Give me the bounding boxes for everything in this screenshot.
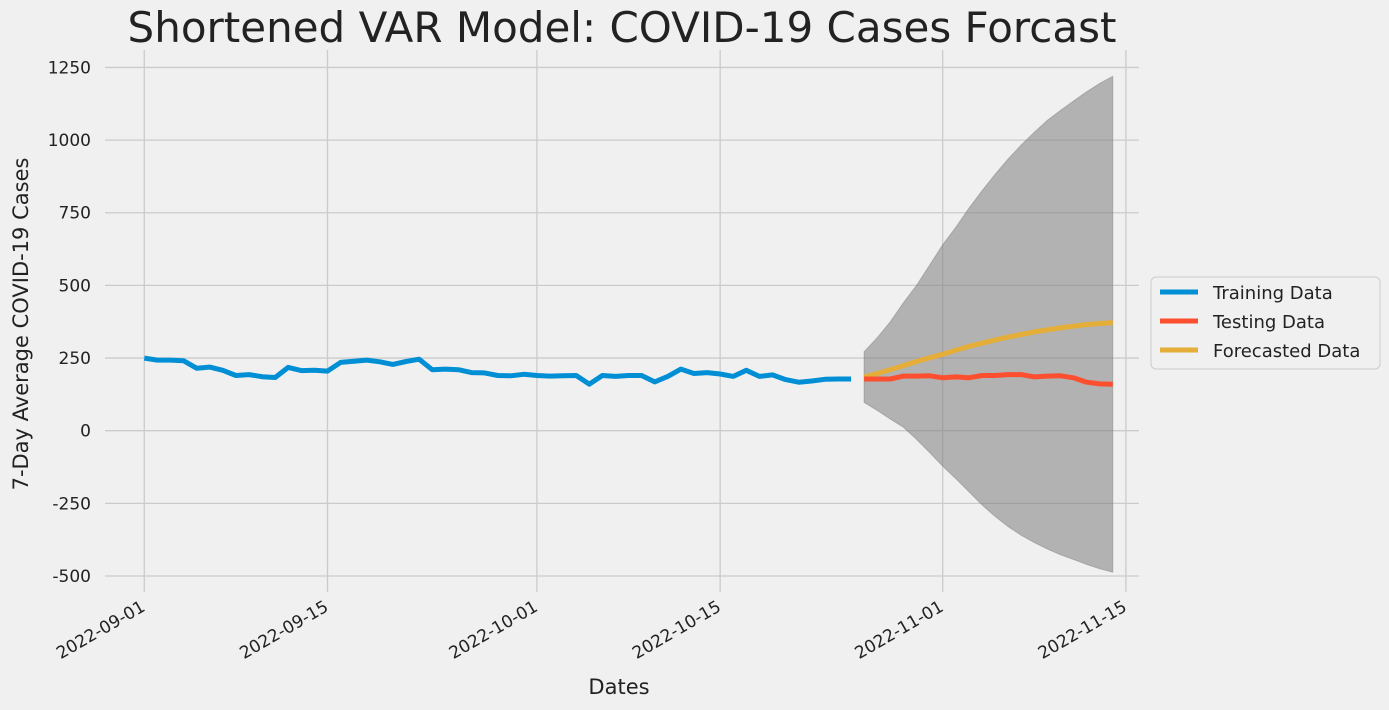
forecasted-data-line (863, 320, 1113, 380)
confidence-band (863, 75, 1114, 573)
x-tick-label-3: 2022-10-15 (629, 597, 725, 664)
x-tick-label-4: 2022-11-01 (852, 597, 948, 664)
x-axis-title: Dates (588, 675, 649, 699)
legend-label-training-data: Training Data (1212, 283, 1333, 304)
legend-label-testing-data: Testing Data (1212, 312, 1325, 333)
y-tick-label-6: 1000 (48, 131, 91, 151)
chart-title: Shortened VAR Model: COVID-19 Cases Forc… (128, 3, 1117, 52)
training-data-line (143, 355, 852, 387)
legend-label-forecasted-data: Forecasted Data (1213, 341, 1360, 362)
y-tick-label-1: -250 (52, 494, 91, 514)
y-axis-title: 7-Day Average COVID-19 Cases (9, 158, 33, 491)
y-tick-label-7: 1250 (48, 58, 91, 78)
y-tick-label-0: -500 (52, 567, 91, 587)
y-tick-label-3: 250 (59, 349, 91, 369)
testing-data-line (864, 372, 1113, 387)
x-tick-label-2: 2022-10-01 (446, 597, 542, 664)
x-tick-label-0: 2022-09-01 (53, 597, 149, 664)
y-tick-label-5: 750 (59, 204, 91, 224)
y-tick-label-2: 0 (80, 422, 91, 442)
legend-items: Training Data Testing Data Forecasted Data (1160, 283, 1360, 362)
legend-frame (1150, 276, 1381, 370)
x-tick-label-5: 2022-11-15 (1035, 597, 1131, 664)
series-layer (143, 320, 1113, 387)
legend: Training Data Testing Data Forecasted Data (1150, 276, 1381, 370)
band-layer (863, 75, 1114, 573)
y-tick-label-4: 500 (59, 276, 91, 296)
x-tick-label-1: 2022-09-15 (236, 597, 332, 664)
